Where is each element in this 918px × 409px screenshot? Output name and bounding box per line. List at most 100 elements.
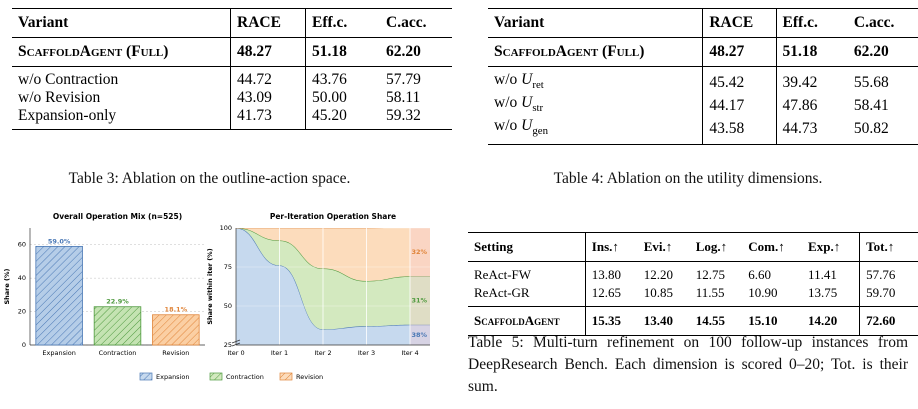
table-cell: w/o Revision [12,89,231,107]
cell-text: 43.09 [237,89,272,106]
cell-text: 11.41 [808,267,837,282]
cell-text: Com.↑ [748,239,785,254]
x-tick-label: Iter 1 [271,349,288,357]
x-tick-label: Iter 2 [314,349,331,357]
cell-text: 41.73 [237,107,272,124]
forecast-band [410,228,430,345]
cell-text: Tot.↑ [866,239,895,254]
table-cell: RACE [702,8,777,38]
cell-text: 62.20 [386,43,421,60]
bar [93,306,142,346]
table-cell: 59.32 [380,107,452,130]
table-cell: 12.75 [690,262,743,285]
cell-text: RACE [237,14,281,31]
y-tick-label: 100 [220,224,232,232]
cell-symbol: U [521,94,533,112]
table-cell: ScaffoldAgent (Full) [488,38,703,67]
cell-text: Variant [494,14,545,31]
cell-text: 44.17 [709,96,745,114]
legend-label: Expansion [156,373,189,381]
legend-swatch [279,372,293,381]
y-tick-label: 0 [22,341,26,349]
cell-text: 51.18 [782,43,818,60]
cell-text: 10.90 [748,285,778,300]
table-cell: 44.72 [230,66,306,89]
table-caption: Table 5: Multi-turn refinement on 100 fo… [468,334,908,395]
bar [152,314,200,346]
table-cell: ReAct-FW [468,262,585,285]
cell-text: 44.72 [237,71,272,88]
y-tick-label: 75 [224,263,232,271]
table-cell: 11.55 [690,284,743,307]
table-cell: 62.20 [848,38,918,67]
cell-text: 10.85 [643,285,674,300]
cell-text: 50.82 [853,119,889,137]
table-cell: w/o Ugen [488,117,703,145]
table-cell: 58.41 [848,94,918,117]
table-cell: 44.17 [702,94,777,118]
table-cell: 45.42 [702,66,777,95]
cell-text: 15.35 [591,313,622,328]
cell-text: 14.20 [808,313,838,328]
cell-text: 13.80 [591,267,622,282]
x-tick-label: Iter 3 [358,349,375,357]
table-cell: 13.40 [638,307,690,336]
chart-title: Per-Iteration Operation Share [270,212,396,221]
table-cell: 43.76 [305,66,380,89]
cell-text: 12.65 [591,285,622,300]
cell-text: 51.18 [312,43,347,60]
data-row: ReAct-GR 12.65 10.85 11.55 10.90 13.75 59.70 [468,284,918,307]
table-cell: 44.73 [775,117,848,145]
table-cell: w/o Contraction [12,67,231,90]
cell-text: ReAct-GR [474,285,530,300]
table-cell: Setting [468,233,585,262]
table-cell: 10.90 [742,284,802,307]
highlight-row: ScaffoldAgent (Full) 48.27 51.18 62.20 [12,37,452,67]
cell-subscript: ret [532,79,544,92]
cell-text: ScaffoldAgent [474,313,560,328]
cell-text: RACE [709,14,754,31]
cell-text: 58.11 [386,89,421,106]
table-cell: 47.86 [775,94,848,118]
legend-label: Revision [296,373,323,381]
data-row: w/o Contraction 44.72 43.76 57.79 [12,66,452,90]
cell-text: ReAct-FW [474,267,532,282]
y-tick-label: 50 [224,302,232,310]
cell-text: 14.55 [695,313,725,328]
value-label: 32% [411,248,427,256]
table-cell: 51.18 [305,37,380,67]
cell-text: 13.40 [643,313,674,328]
table-cell: 13.75 [802,284,860,307]
cell-text: 43.58 [709,119,745,137]
data-row: w/o Revision 43.09 50.00 58.11 [12,89,452,107]
cell-text: w/o [494,94,518,112]
table-cell: C.acc. [848,9,918,38]
cell-text: 45.42 [709,73,745,91]
cell-text: 13.75 [808,285,838,300]
cell-text: 50.00 [312,89,347,106]
table-cell: 14.20 [802,307,860,336]
table-cell: 51.18 [775,37,848,67]
table-cell: Exp.↑ [802,233,860,262]
bar [35,245,83,346]
value-label: 18.1% [165,306,188,314]
table-cell: Eff.c. [305,8,380,38]
cell-text: 59.32 [386,107,421,124]
table-caption: Table 4: Ablation on the utility dimensi… [553,170,823,187]
table-cell: 48.27 [230,37,306,67]
table-cell: 15.35 [584,306,638,336]
highlight-row: ScaffoldAgent 15.35 13.40 14.55 15.10 14.20 72… [468,306,918,336]
cell-text: 12.20 [643,267,674,282]
cell-text: 48.27 [237,43,272,60]
header-row: Variant RACE Eff.c. C.acc. [488,8,918,38]
table-cell: ReAct-GR [468,284,585,307]
data-row: w/o Ugen 43.58 44.73 50.82 [488,117,918,145]
value-label: 22.9% [106,298,129,306]
legend-swatch [139,372,153,381]
cell-text: Variant [18,14,69,31]
table-cell: Log.↑ [690,233,743,262]
cell-symbol: U [521,71,533,88]
cell-text: 72.60 [866,313,896,328]
table-cell: 41.73 [230,107,306,130]
